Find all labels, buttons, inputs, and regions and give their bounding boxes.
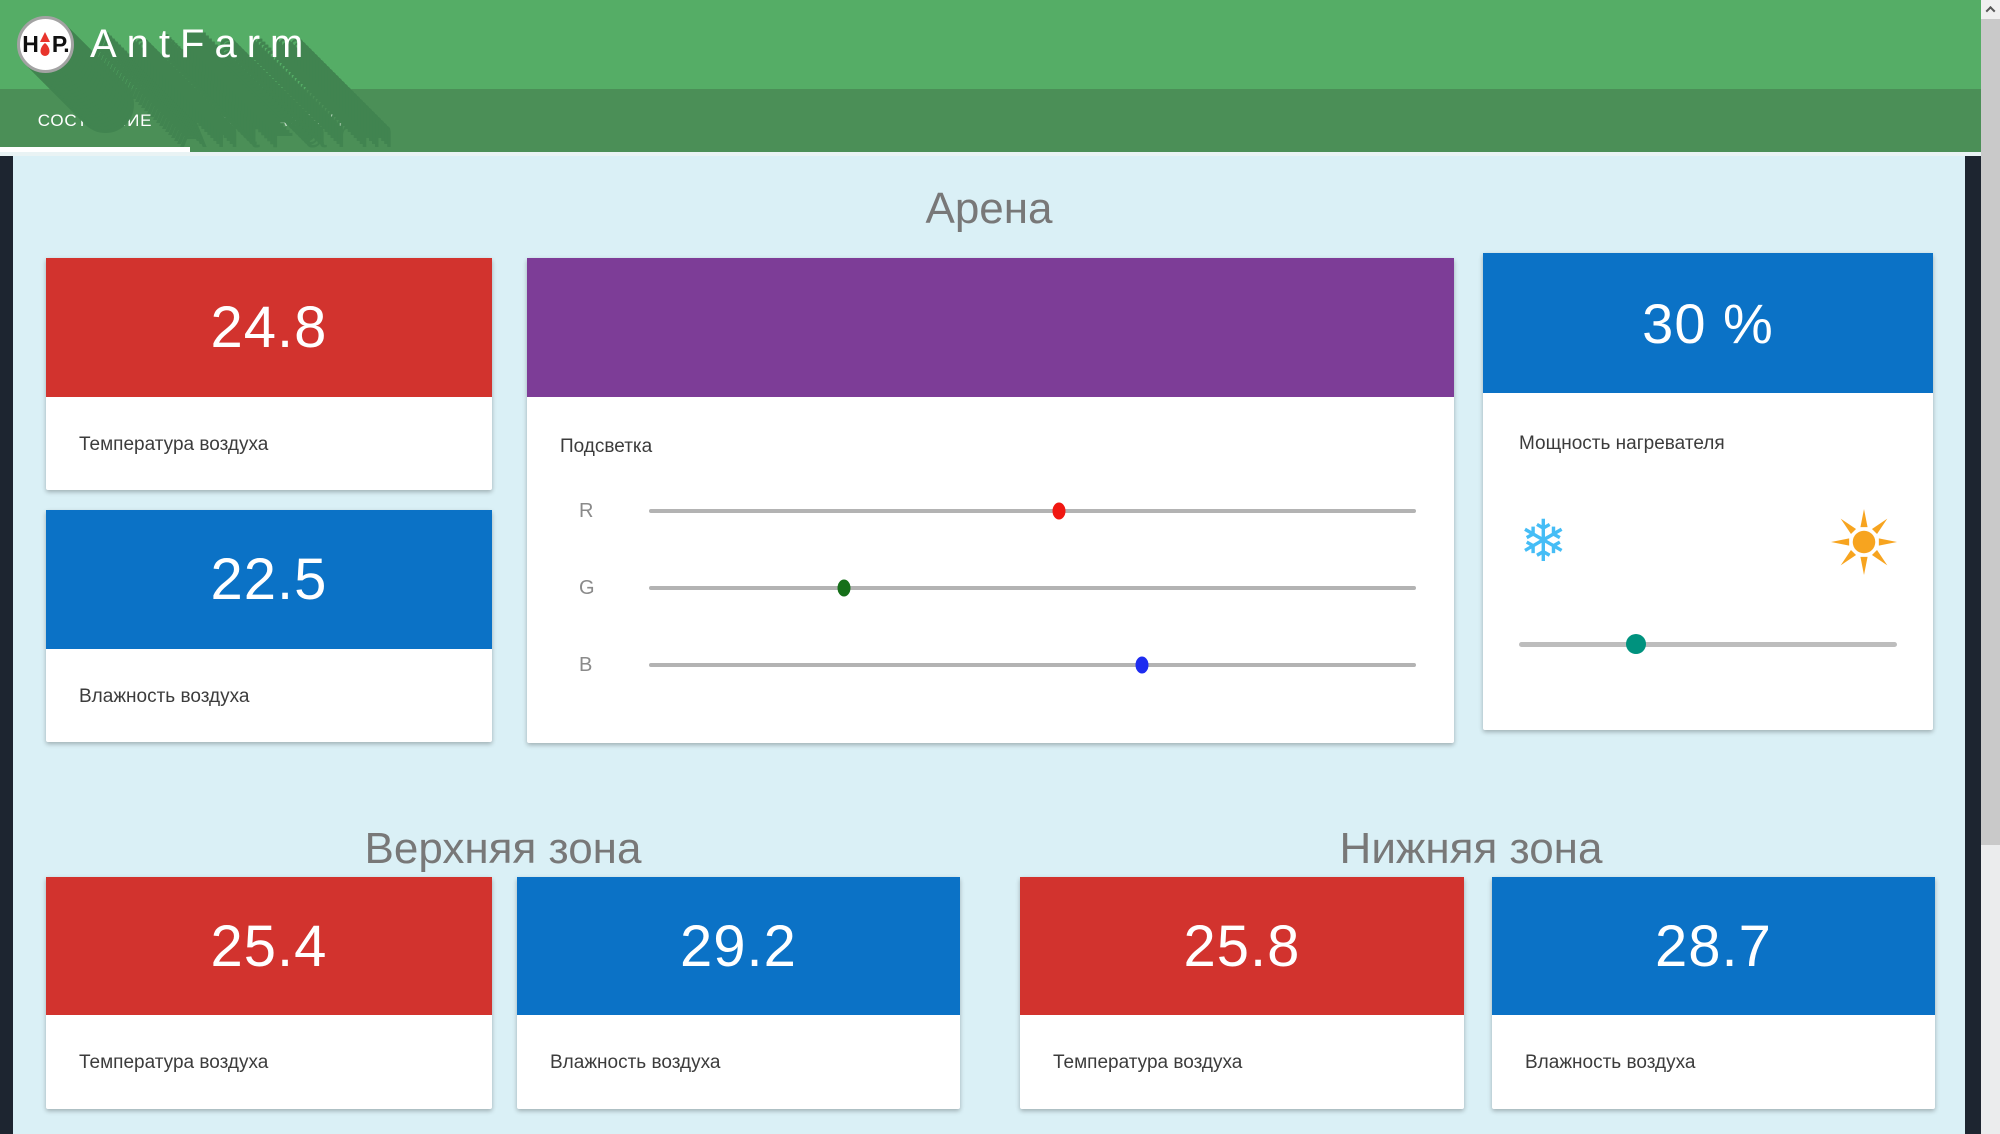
app-header: H P. AntFarm — [0, 0, 1981, 89]
air-temperature-value: 24.8 — [210, 295, 328, 360]
scrollbar-thumb[interactable] — [1981, 19, 2000, 845]
blue-slider-thumb[interactable] — [1135, 656, 1149, 674]
channel-label-g: G — [579, 576, 595, 599]
card-value-panel: 22.5 — [46, 510, 492, 649]
backlight-slider-row-blue: B — [560, 653, 1416, 676]
card-value-panel: 24.8 — [46, 258, 492, 397]
page-area: Арена 24.8 Температура воздуха 22.5 Влаж… — [0, 152, 1981, 1134]
upper-humidity-label: Влажность воздуха — [550, 1052, 721, 1073]
card-upper-humidity: 29.2 Влажность воздуха — [517, 877, 960, 1109]
scroll-up-button[interactable] — [1981, 0, 2000, 19]
heater-power-value: 30 % — [1642, 291, 1774, 355]
heater-slider-track[interactable] — [1519, 634, 1897, 654]
heater-slider — [1519, 634, 1897, 654]
card-value-panel: 28.7 — [1492, 877, 1935, 1015]
green-slider-track[interactable] — [649, 579, 1416, 597]
section-title-arena: Арена — [925, 184, 1053, 233]
sun-icon — [1831, 509, 1897, 575]
red-slider-track[interactable] — [649, 502, 1416, 520]
heater-icons-row: ❄ — [1519, 505, 1897, 579]
section-title-upper-zone: Верхняя зона — [364, 824, 642, 873]
ant-icon — [39, 31, 50, 56]
snowflake-icon: ❄ — [1519, 509, 1568, 574]
backlight-slider-row-red: R — [560, 499, 1416, 522]
card-arena-air-humidity: 22.5 Влажность воздуха — [46, 510, 492, 742]
card-value-panel: 25.8 — [1020, 877, 1464, 1015]
card-value-panel: 25.4 — [46, 877, 492, 1015]
upper-humidity-value: 29.2 — [680, 913, 797, 979]
upper-temperature-label: Температура воздуха — [79, 1052, 269, 1073]
tab-bar: СОСТОЯНИЕ ИЗОБРАЖЕНИЕ — [0, 89, 1981, 152]
section-title-lower-zone: Нижняя зона — [1339, 824, 1603, 873]
tab-image[interactable]: ИЗОБРАЖЕНИЕ — [215, 110, 355, 130]
green-slider-thumb[interactable] — [837, 579, 851, 597]
air-humidity-value: 22.5 — [210, 547, 328, 612]
card-value-panel: 30 % — [1483, 253, 1933, 393]
scrollbar[interactable] — [1981, 0, 2000, 1134]
heater-power-label: Мощность нагревателя — [1519, 433, 1725, 454]
card-arena-air-temperature: 24.8 Температура воздуха — [46, 258, 492, 490]
card-value-panel: 29.2 — [517, 877, 960, 1015]
heater-slider-thumb[interactable] — [1626, 634, 1647, 654]
logo-letter-h: H — [22, 31, 39, 57]
card-lower-temperature: 25.8 Температура воздуха — [1020, 877, 1464, 1109]
air-temperature-label: Температура воздуха — [79, 434, 269, 455]
card-upper-temperature: 25.4 Температура воздуха — [46, 877, 492, 1109]
logo-letter-p: P. — [51, 31, 70, 57]
chevron-up-icon — [1985, 5, 1996, 16]
app-title: AntFarm — [90, 22, 314, 66]
backlight-color-preview — [527, 258, 1454, 397]
red-slider-thumb[interactable] — [1052, 502, 1066, 520]
dashboard-page: Арена 24.8 Температура воздуха 22.5 Влаж… — [13, 156, 1965, 1134]
lower-humidity-value: 28.7 — [1655, 913, 1772, 979]
upper-temperature-value: 25.4 — [210, 913, 328, 979]
lower-temperature-value: 25.8 — [1183, 913, 1301, 979]
air-humidity-label: Влажность воздуха — [79, 686, 250, 707]
backlight-slider-row-green: G — [560, 576, 1416, 599]
app-logo: H P. — [17, 16, 74, 73]
backlight-label: Подсветка — [560, 436, 653, 457]
blue-slider-track[interactable] — [649, 656, 1416, 674]
tab-state[interactable]: СОСТОЯНИЕ — [0, 89, 190, 152]
card-lower-humidity: 28.7 Влажность воздуха — [1492, 877, 1935, 1109]
lower-humidity-label: Влажность воздуха — [1525, 1052, 1696, 1073]
card-heater-power: 30 % Мощность нагревателя ❄ — [1483, 253, 1933, 730]
lower-temperature-label: Температура воздуха — [1053, 1052, 1243, 1073]
channel-label-r: R — [579, 499, 594, 522]
card-backlight: Подсветка R G B — [527, 258, 1454, 743]
channel-label-b: B — [579, 653, 593, 676]
